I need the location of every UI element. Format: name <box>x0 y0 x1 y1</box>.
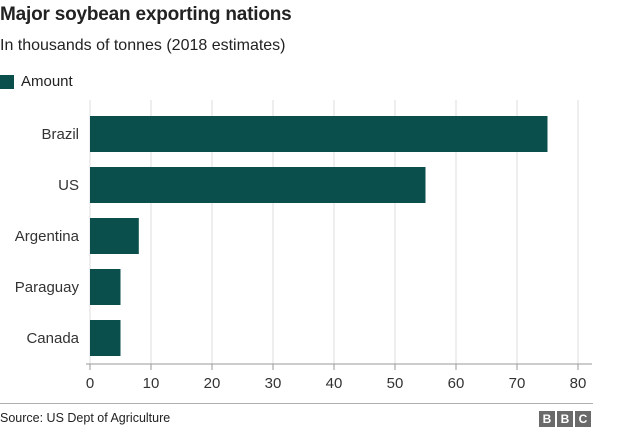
category-label: Paraguay <box>15 279 80 296</box>
x-tick-label: 50 <box>387 375 404 392</box>
x-tick-label: 40 <box>326 375 343 392</box>
chart-title: Major soybean exporting nations <box>0 4 292 25</box>
bbc-logo: B B C <box>539 411 591 427</box>
x-tick-label: 60 <box>448 375 465 392</box>
x-tick-label: 70 <box>509 375 526 392</box>
source-note: Source: US Dept of Agriculture <box>0 411 171 425</box>
x-tick-label: 80 <box>570 375 587 392</box>
category-label: US <box>58 177 79 194</box>
x-tick-label: 10 <box>143 375 160 392</box>
category-label: Argentina <box>15 228 80 245</box>
legend-swatch <box>0 74 14 89</box>
chart-subtitle: In thousands of tonnes (2018 estimates) <box>0 37 286 54</box>
x-tick-label: 0 <box>86 375 94 392</box>
bar <box>90 116 548 152</box>
x-tick-label: 20 <box>204 375 221 392</box>
legend: Amount <box>0 73 73 90</box>
bar <box>90 320 121 356</box>
bbc-logo-letter: B <box>539 411 555 427</box>
bar <box>90 167 426 203</box>
bar <box>90 269 121 305</box>
x-tick-label: 30 <box>265 375 282 392</box>
legend-label: Amount <box>21 73 73 90</box>
bar <box>90 218 139 254</box>
category-label: Brazil <box>41 126 79 143</box>
footer-divider <box>0 403 593 404</box>
bbc-logo-letter: B <box>557 411 573 427</box>
category-label: Canada <box>26 330 79 347</box>
bbc-logo-letter: C <box>575 411 591 427</box>
